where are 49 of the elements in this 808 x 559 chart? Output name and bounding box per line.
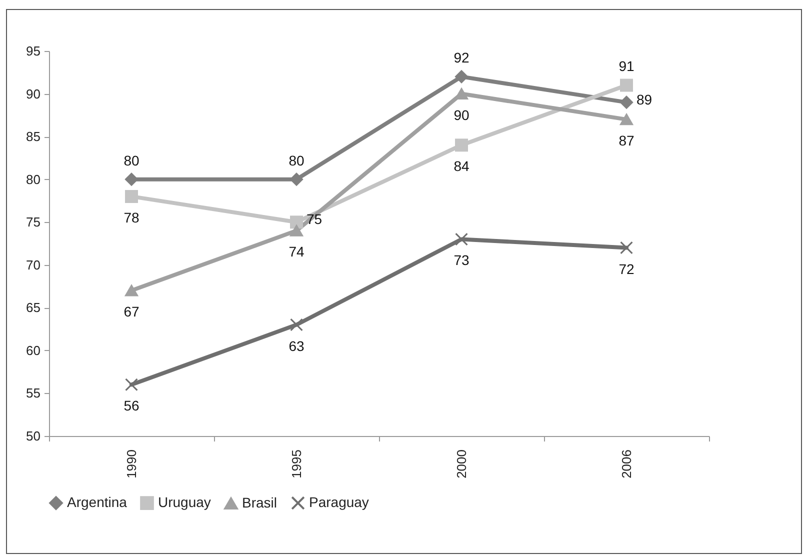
- legend-label: Brasil: [242, 494, 278, 510]
- point: [125, 172, 138, 186]
- point: [455, 232, 468, 246]
- point: [620, 241, 633, 254]
- data-label: 75: [306, 211, 322, 228]
- data-label: 72: [618, 260, 634, 277]
- data-label: 73: [454, 252, 470, 268]
- data-label: 90: [454, 106, 470, 123]
- y-tick-label: 95: [26, 44, 40, 58]
- y-tick-label: 90: [26, 86, 40, 102]
- point: [290, 172, 303, 186]
- legend-label: Argentina: [67, 494, 128, 510]
- y-tick-label: 70: [26, 257, 40, 272]
- data-label: 56: [124, 398, 140, 414]
- point: [125, 190, 138, 203]
- x-tick-label: 1990: [124, 450, 139, 478]
- y-tick-label: 65: [26, 300, 40, 316]
- data-label: 84: [454, 158, 470, 174]
- data-label: 80: [124, 152, 140, 168]
- data-label: 92: [454, 50, 470, 66]
- legend-label: Uruguay: [158, 494, 211, 510]
- y-tick-label: 60: [26, 342, 40, 358]
- point: [290, 224, 303, 236]
- data-label: 63: [288, 338, 304, 354]
- point: [125, 378, 138, 392]
- point: [125, 284, 138, 296]
- data-label: 91: [618, 58, 634, 74]
- point: [620, 114, 633, 126]
- y-tick-label: 75: [26, 214, 40, 230]
- data-label: 89: [636, 91, 652, 108]
- y-tick-label: 55: [26, 386, 40, 401]
- point: [290, 318, 303, 332]
- y-tick-label: 85: [26, 129, 40, 144]
- data-label: 78: [124, 209, 140, 226]
- point: [455, 138, 468, 152]
- legend-label: Paraguay: [309, 494, 369, 510]
- x-tick-label: 1995: [289, 450, 304, 478]
- data-label: 80: [288, 152, 304, 168]
- x-tick-label: 2006: [619, 450, 634, 478]
- point: [620, 78, 633, 92]
- point: [290, 216, 303, 229]
- data-label: 87: [618, 132, 634, 148]
- data-label: 67: [124, 304, 140, 320]
- data-label: 74: [288, 244, 304, 260]
- x-tick-label: 2000: [454, 450, 469, 478]
- y-tick-label: 50: [26, 428, 40, 444]
- point: [620, 96, 633, 109]
- point: [455, 70, 468, 84]
- y-tick-label: 80: [26, 172, 40, 187]
